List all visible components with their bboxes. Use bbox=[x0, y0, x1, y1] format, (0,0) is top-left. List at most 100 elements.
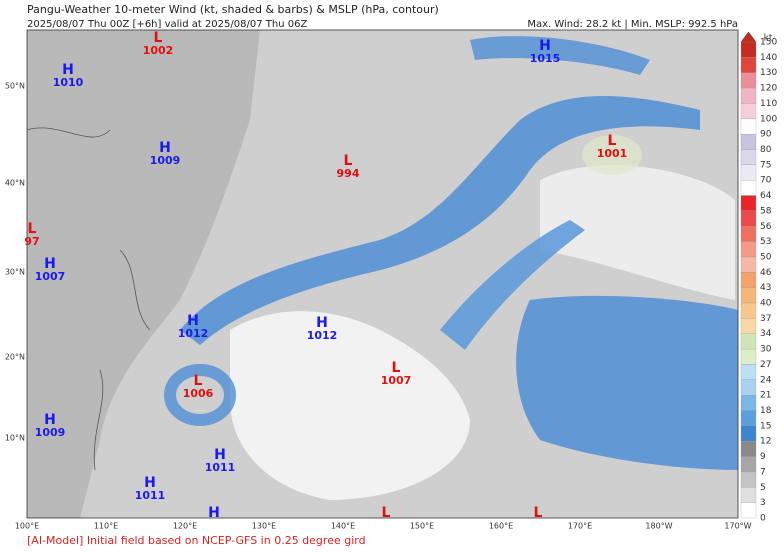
center-letter: H bbox=[159, 140, 171, 156]
center-letter: L bbox=[28, 221, 37, 237]
center-pressure: 1006 bbox=[183, 387, 214, 400]
center-pressure: 1010 bbox=[53, 76, 84, 89]
center-pressure: 1002 bbox=[143, 44, 174, 57]
colorbar-label: 58 bbox=[760, 206, 772, 216]
longitude-label: 120°E bbox=[173, 522, 197, 531]
center-letter: L bbox=[534, 505, 543, 521]
center-letter: L bbox=[194, 373, 203, 389]
colorbar-segment bbox=[740, 72, 757, 89]
colorbar-label: 56 bbox=[760, 222, 772, 232]
colorbar-label: 50 bbox=[760, 252, 772, 262]
coastline bbox=[26, 127, 151, 471]
latitude-label: 40°N bbox=[5, 179, 25, 188]
longitude-label: 170°E bbox=[568, 522, 592, 531]
colorbar-label: 46 bbox=[760, 268, 772, 278]
wind-band bbox=[180, 96, 700, 345]
colorbar-segment bbox=[740, 318, 757, 334]
colorbar-segment bbox=[740, 471, 757, 488]
center-pressure: 1015 bbox=[530, 52, 561, 65]
colorbar-segment bbox=[740, 410, 757, 427]
colorbar-segment bbox=[740, 364, 757, 380]
colorbar-label: 0 bbox=[760, 514, 766, 524]
colorbar-label: 24 bbox=[760, 375, 772, 385]
subtitle: 2025/08/07 Thu 00Z [+6h] valid at 2025/0… bbox=[27, 19, 307, 30]
center-letter: H bbox=[208, 505, 220, 521]
center-letter: H bbox=[316, 315, 328, 331]
center-pressure: 1001 bbox=[597, 147, 628, 160]
colorbar-label: 21 bbox=[760, 391, 771, 401]
wind-area bbox=[516, 295, 738, 470]
colorbar-segment bbox=[740, 302, 757, 319]
colorbar-label: 90 bbox=[760, 130, 772, 140]
colorbar-label: 64 bbox=[760, 191, 772, 201]
map-frame bbox=[26, 29, 739, 519]
colorbar-label: 34 bbox=[760, 329, 772, 339]
colorbar-segment bbox=[740, 256, 757, 273]
stats: Max. Wind: 28.2 kt | Min. MSLP: 992.5 hP… bbox=[527, 19, 738, 30]
colorbar-label: 7 bbox=[760, 467, 766, 477]
colorbar-label: 120 bbox=[760, 84, 777, 94]
calm-area bbox=[230, 311, 470, 500]
title: Pangu-Weather 10-meter Wind (kt, shaded … bbox=[27, 3, 439, 16]
center-letter: L bbox=[344, 153, 353, 169]
longitude-label: 140°E bbox=[331, 522, 355, 531]
colorbar-segment bbox=[740, 348, 757, 365]
longitude-label: 130°E bbox=[252, 522, 276, 531]
colorbar-label: 150 bbox=[760, 38, 777, 48]
colorbar-label: 53 bbox=[760, 237, 771, 247]
colorbar-label: 75 bbox=[760, 160, 771, 170]
colorbar-segment bbox=[740, 241, 757, 258]
colorbar-segment bbox=[740, 456, 757, 473]
colorbar-segment bbox=[740, 118, 757, 135]
center-letter: H bbox=[187, 313, 199, 329]
colorbar-label: 130 bbox=[760, 68, 777, 78]
center-pressure: 1009 bbox=[150, 154, 181, 167]
colorbar-segment bbox=[740, 487, 757, 503]
center-letter: H bbox=[62, 62, 74, 78]
colorbar-label: 30 bbox=[760, 345, 772, 355]
center-pressure: 1011 bbox=[205, 461, 236, 474]
colorbar-segment bbox=[740, 103, 757, 119]
colorbar-label: 15 bbox=[760, 421, 771, 431]
colorbar-segment bbox=[740, 272, 757, 288]
footer: [AI-Model] Initial field based on NCEP-G… bbox=[27, 534, 366, 547]
colorbar-segment bbox=[740, 210, 757, 227]
colorbar-segment bbox=[740, 425, 757, 442]
longitude-label: 110°E bbox=[94, 522, 118, 531]
colorbar-segment bbox=[740, 395, 757, 411]
center-letter: H bbox=[44, 256, 56, 272]
longitude-label: 150°E bbox=[410, 522, 434, 531]
colorbar-segment bbox=[740, 379, 757, 396]
colorbar-segment bbox=[740, 41, 757, 58]
colorbar-segment bbox=[740, 57, 757, 73]
center-pressure: 1007 bbox=[35, 270, 66, 283]
center-letter: H bbox=[144, 475, 156, 491]
center-letter: L bbox=[382, 505, 391, 521]
center-letter: L bbox=[154, 30, 163, 46]
cyclone-core bbox=[582, 135, 642, 175]
calm-area bbox=[540, 165, 735, 300]
colorbar-segment bbox=[740, 164, 757, 181]
center-pressure: 1012 bbox=[307, 329, 338, 342]
colorbar-label: 5 bbox=[760, 483, 766, 493]
colorbar-label: 140 bbox=[760, 53, 777, 63]
center-pressure: 97 bbox=[24, 235, 39, 248]
longitude-label: 170°W bbox=[724, 522, 751, 531]
colorbar-label: 70 bbox=[760, 176, 772, 186]
colorbar-segment bbox=[740, 180, 757, 196]
colorbar-label: 40 bbox=[760, 299, 772, 309]
longitude-label: 160°E bbox=[489, 522, 513, 531]
map-area bbox=[26, 29, 739, 519]
center-pressure: 1011 bbox=[135, 489, 166, 502]
longitude-label: 100°E bbox=[15, 522, 39, 531]
colorbar-unit: kt bbox=[764, 34, 773, 44]
center-letter: L bbox=[608, 133, 617, 149]
colorbar-segment bbox=[740, 441, 757, 457]
colorbar-segment bbox=[740, 333, 757, 350]
colorbar-segment bbox=[740, 149, 757, 165]
colorbar-label: 27 bbox=[760, 360, 771, 370]
colorbar-label: 37 bbox=[760, 314, 771, 324]
colorbar-label: 100 bbox=[760, 114, 777, 124]
colorbar-label: 12 bbox=[760, 437, 771, 447]
colorbar-segment bbox=[740, 502, 757, 519]
